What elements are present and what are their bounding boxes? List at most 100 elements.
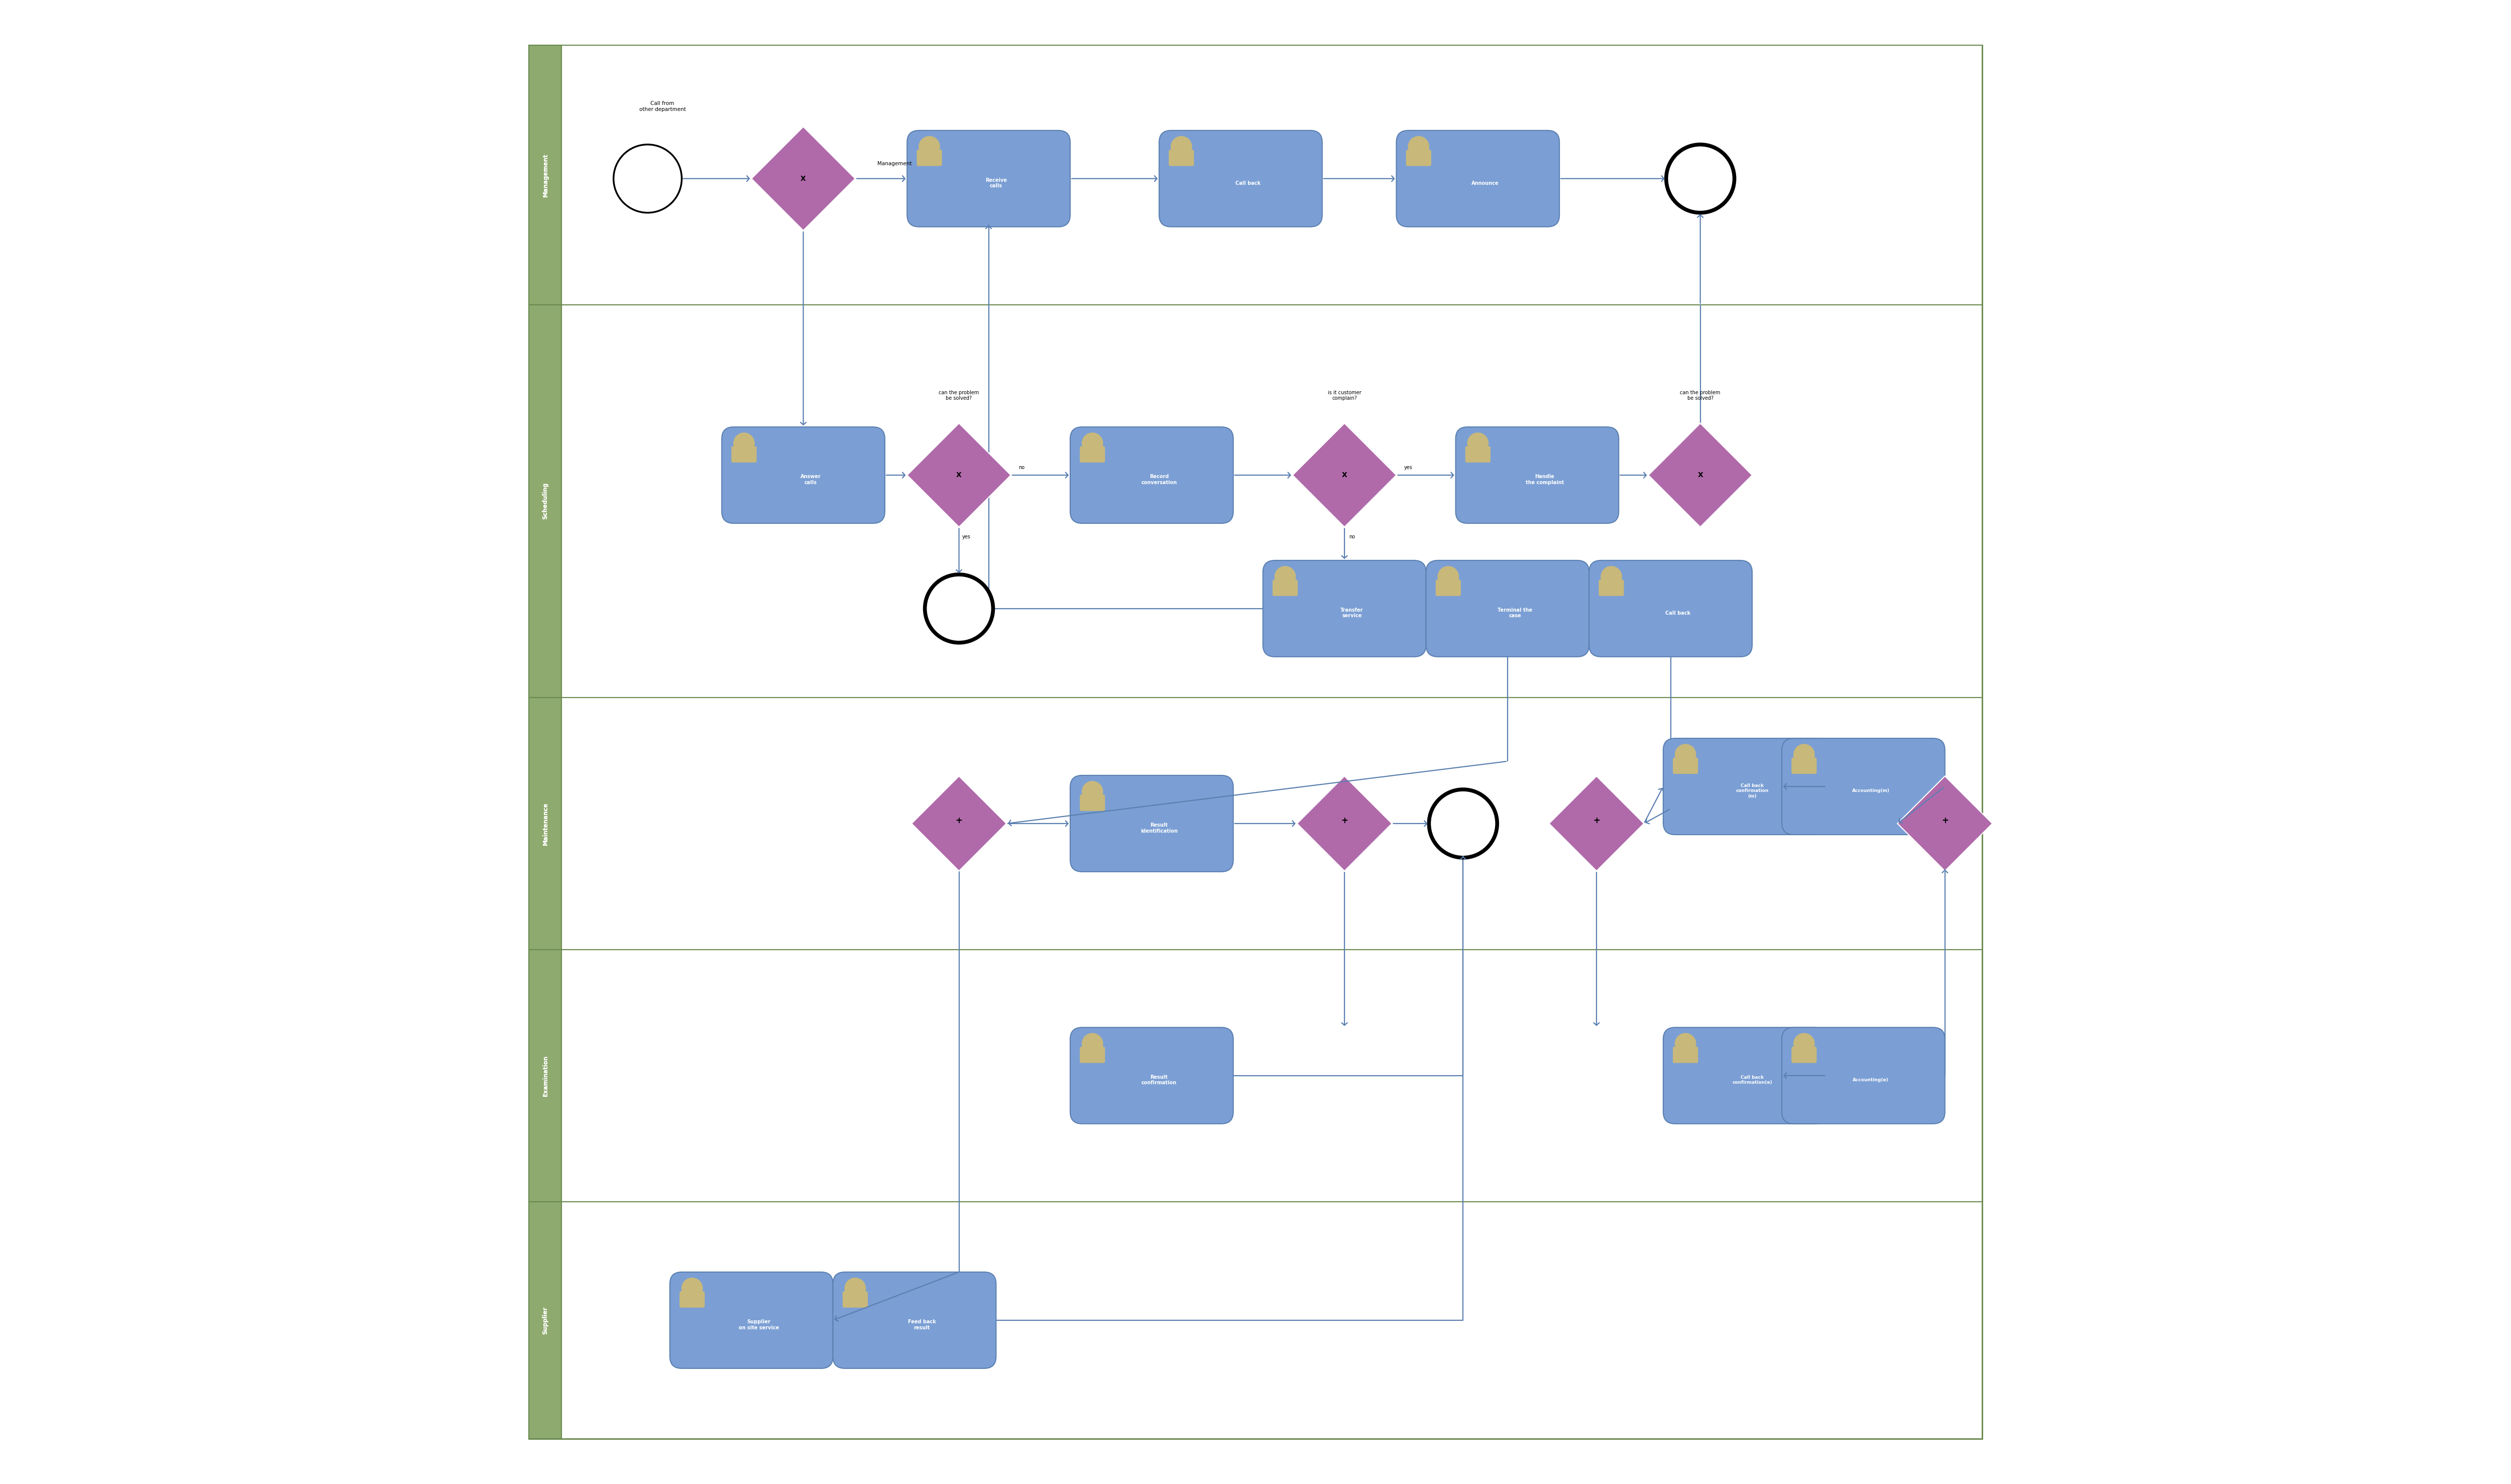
Text: Management: Management — [876, 162, 911, 166]
Circle shape — [1082, 1033, 1102, 1054]
Polygon shape — [1298, 776, 1391, 871]
Circle shape — [1409, 137, 1429, 157]
FancyBboxPatch shape — [1070, 775, 1233, 871]
FancyBboxPatch shape — [834, 1272, 997, 1368]
Text: +: + — [957, 816, 962, 825]
FancyBboxPatch shape — [1790, 1046, 1815, 1063]
Circle shape — [733, 433, 753, 454]
Circle shape — [680, 1278, 703, 1298]
FancyBboxPatch shape — [680, 1291, 706, 1307]
FancyBboxPatch shape — [1589, 561, 1753, 657]
Circle shape — [1793, 1033, 1815, 1054]
Text: X: X — [1697, 472, 1702, 479]
Text: yes: yes — [1404, 464, 1411, 470]
Text: Management: Management — [542, 153, 547, 197]
Text: X: X — [801, 175, 806, 183]
FancyBboxPatch shape — [530, 1202, 562, 1439]
FancyBboxPatch shape — [1406, 150, 1431, 166]
Polygon shape — [911, 776, 1007, 871]
Circle shape — [1675, 1033, 1695, 1054]
Text: +: + — [1941, 816, 1949, 825]
FancyBboxPatch shape — [562, 697, 1981, 950]
FancyBboxPatch shape — [1783, 739, 1946, 834]
FancyBboxPatch shape — [1783, 1027, 1946, 1123]
Text: +: + — [1592, 816, 1600, 825]
Text: X: X — [957, 472, 962, 479]
FancyBboxPatch shape — [530, 304, 562, 697]
FancyBboxPatch shape — [1600, 580, 1625, 597]
Circle shape — [613, 144, 680, 212]
Circle shape — [1466, 433, 1489, 454]
Text: Call back: Call back — [1235, 181, 1261, 186]
Text: Announce: Announce — [1471, 181, 1499, 186]
FancyBboxPatch shape — [1273, 580, 1298, 597]
Circle shape — [924, 574, 992, 643]
Polygon shape — [751, 126, 856, 230]
Circle shape — [919, 137, 939, 157]
Text: Result
identification: Result identification — [1140, 822, 1178, 834]
FancyBboxPatch shape — [670, 1272, 834, 1368]
FancyBboxPatch shape — [721, 427, 884, 524]
FancyBboxPatch shape — [1168, 150, 1193, 166]
Text: Result
confirmation: Result confirmation — [1143, 1074, 1178, 1085]
FancyBboxPatch shape — [1426, 561, 1589, 657]
Text: Record
conversation: Record conversation — [1140, 475, 1178, 485]
FancyBboxPatch shape — [530, 45, 562, 304]
Polygon shape — [906, 423, 1012, 527]
FancyBboxPatch shape — [1662, 1027, 1825, 1123]
Text: Answer
calls: Answer calls — [801, 475, 821, 485]
Text: can the problem
be solved?: can the problem be solved? — [939, 390, 979, 401]
Polygon shape — [1549, 776, 1645, 871]
Polygon shape — [1647, 423, 1753, 527]
Text: Receive
calls: Receive calls — [984, 178, 1007, 188]
Circle shape — [1439, 567, 1459, 588]
Text: Examination: Examination — [542, 1055, 547, 1097]
Text: Supplier
on site service: Supplier on site service — [738, 1319, 778, 1330]
Text: Terminal the
case: Terminal the case — [1497, 607, 1532, 619]
FancyBboxPatch shape — [1396, 131, 1559, 227]
FancyBboxPatch shape — [1080, 447, 1105, 463]
Polygon shape — [1293, 423, 1396, 527]
FancyBboxPatch shape — [1263, 561, 1426, 657]
FancyBboxPatch shape — [1466, 447, 1492, 463]
FancyBboxPatch shape — [1070, 1027, 1233, 1123]
Circle shape — [1082, 781, 1102, 801]
FancyBboxPatch shape — [1080, 794, 1105, 810]
Text: Scheduling: Scheduling — [542, 482, 547, 519]
Text: Maintenance: Maintenance — [542, 801, 547, 844]
Circle shape — [1667, 144, 1735, 212]
Circle shape — [1429, 789, 1497, 858]
Text: Accounting(e): Accounting(e) — [1853, 1077, 1888, 1082]
Text: Call back: Call back — [1665, 610, 1690, 616]
FancyBboxPatch shape — [1070, 427, 1233, 524]
Circle shape — [1793, 743, 1815, 764]
FancyBboxPatch shape — [530, 950, 562, 1202]
FancyBboxPatch shape — [562, 950, 1981, 1202]
FancyBboxPatch shape — [1672, 1046, 1697, 1063]
Text: Accounting(m): Accounting(m) — [1853, 788, 1891, 792]
Text: Examination: Examination — [542, 1055, 547, 1097]
Circle shape — [1170, 137, 1193, 157]
Circle shape — [1675, 743, 1695, 764]
FancyBboxPatch shape — [562, 304, 1981, 697]
FancyBboxPatch shape — [530, 45, 1981, 1439]
FancyBboxPatch shape — [917, 150, 942, 166]
FancyBboxPatch shape — [1662, 739, 1825, 834]
FancyBboxPatch shape — [1456, 427, 1620, 524]
FancyBboxPatch shape — [906, 131, 1070, 227]
FancyBboxPatch shape — [1436, 580, 1461, 597]
FancyBboxPatch shape — [1080, 1046, 1105, 1063]
Text: Scheduling: Scheduling — [542, 482, 547, 519]
Text: Call from
other department: Call from other department — [640, 101, 686, 111]
Text: Transfer
service: Transfer service — [1341, 607, 1363, 619]
FancyBboxPatch shape — [1790, 757, 1815, 773]
Text: X: X — [1341, 472, 1348, 479]
Text: Feed back
result: Feed back result — [909, 1319, 937, 1330]
Text: +: + — [1341, 816, 1348, 825]
FancyBboxPatch shape — [844, 1291, 869, 1307]
FancyBboxPatch shape — [731, 447, 756, 463]
Text: no: no — [1348, 534, 1356, 540]
FancyBboxPatch shape — [1160, 131, 1323, 227]
Circle shape — [1276, 567, 1296, 588]
Text: Handle
the complaint: Handle the complaint — [1527, 475, 1564, 485]
